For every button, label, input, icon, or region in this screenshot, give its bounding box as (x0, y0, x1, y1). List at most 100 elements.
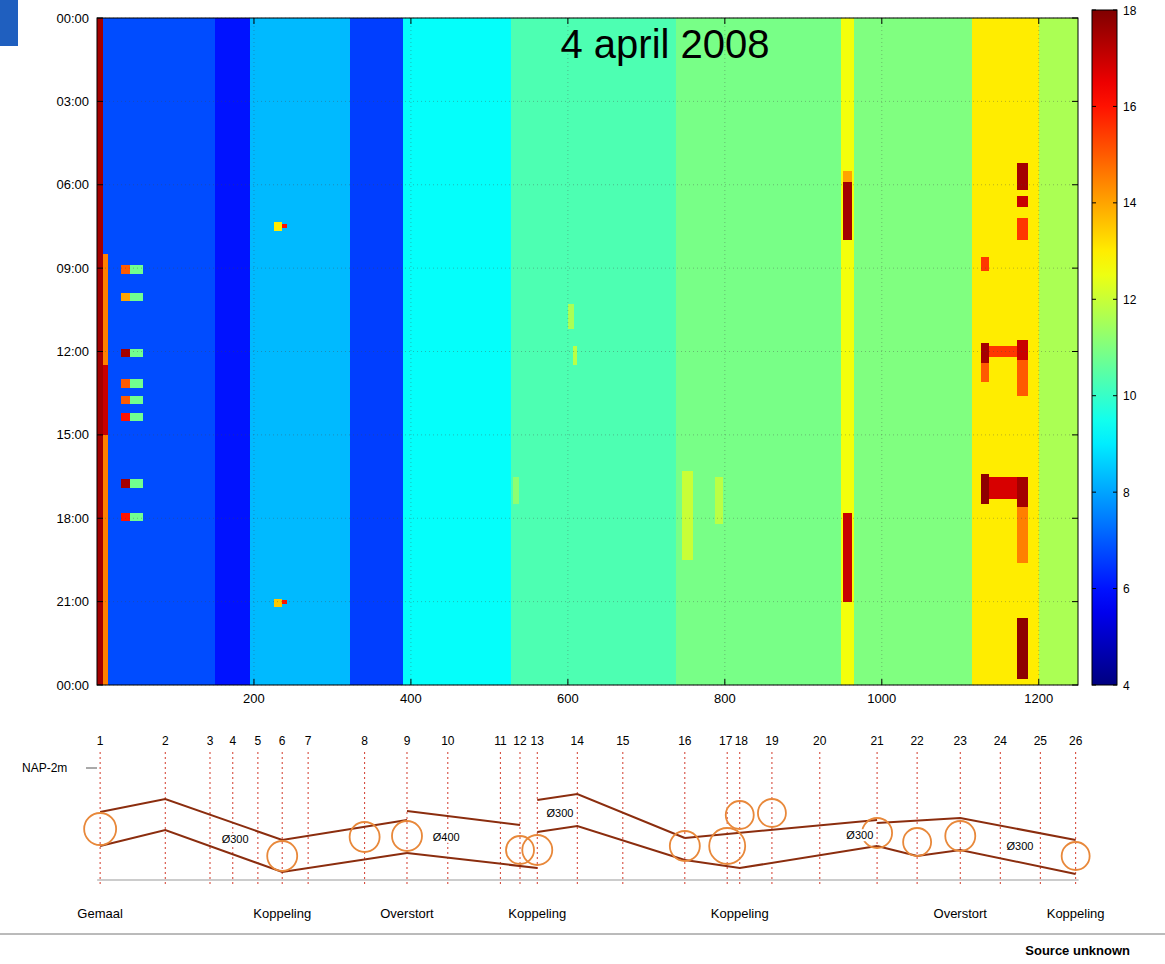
x-tick-label: 800 (714, 691, 736, 706)
station-line (406, 752, 407, 886)
heat-band (403, 18, 511, 685)
station-number: 6 (279, 734, 286, 748)
station-line (500, 752, 501, 886)
y-tick-right (1072, 268, 1078, 269)
grid-line-y (97, 601, 1078, 602)
grid-line-y (97, 101, 1078, 102)
station-number: 20 (813, 734, 827, 748)
y-tick (97, 18, 103, 19)
heat-band (103, 18, 214, 685)
pipe-label: Ø300 (1006, 840, 1033, 852)
heat-cell (121, 349, 130, 357)
station-number: 3 (207, 734, 214, 748)
page: 2004006008001000120000:0003:0006:0009:00… (0, 0, 1165, 964)
grid-line-y (97, 434, 1078, 435)
x-tick-label: 200 (243, 691, 265, 706)
station-number: 13 (531, 734, 545, 748)
y-tick-label: 15:00 (56, 427, 89, 442)
heat-cell (1017, 196, 1028, 207)
x-tick (881, 679, 882, 685)
x-tick-label: 1200 (1024, 691, 1053, 706)
y-tick (97, 101, 103, 102)
colorbar-tick (1092, 685, 1096, 686)
station-number: 14 (571, 734, 585, 748)
pipe-top (877, 818, 1076, 840)
station-number: 1 (97, 734, 104, 748)
station-number: 5 (255, 734, 262, 748)
colorbar-tick-right (1113, 202, 1117, 203)
location-label: Gemaal (77, 906, 123, 921)
header-tab (0, 0, 18, 46)
station-line (1075, 752, 1076, 886)
station-line (917, 752, 918, 886)
pipe-label-patch (845, 829, 874, 841)
heat-cell (121, 513, 130, 521)
manhole (945, 821, 975, 851)
heat-cell (1017, 340, 1028, 359)
y-tick-right (1072, 351, 1078, 352)
colorbar-tick-right (1113, 395, 1117, 396)
colorbar-tick-label: 18 (1123, 4, 1137, 18)
heat-cell (121, 396, 130, 404)
grid-line-y (97, 184, 1078, 185)
x-tick-top (1038, 18, 1039, 24)
colorbar-tick (1092, 10, 1096, 11)
station-number: 12 (513, 734, 527, 748)
heat-cell (130, 293, 143, 301)
source-note: Source unknown (1025, 943, 1130, 958)
x-tick-top (253, 18, 254, 24)
heat-cell (130, 265, 143, 273)
heat-cell (274, 222, 283, 230)
y-tick (97, 601, 103, 602)
colorbar: 4681012141618 (1092, 4, 1137, 693)
grid-line-y (97, 518, 1078, 519)
grid (97, 18, 1078, 685)
colorbar-tick-right (1113, 299, 1117, 300)
station-number: 10 (441, 734, 455, 748)
y-tick (97, 434, 103, 435)
location-label: Koppeling (253, 906, 311, 921)
y-tick-label: 21:00 (56, 594, 89, 609)
y-tick-right (1072, 601, 1078, 602)
manhole (506, 836, 534, 864)
colorbar-tick (1092, 106, 1096, 107)
station-number: 16 (678, 734, 692, 748)
heat-cell (282, 224, 287, 228)
heat-cell (1017, 477, 1028, 508)
colorbar-tick-label: 12 (1123, 293, 1137, 307)
pipe-label-patch (432, 831, 461, 843)
manhole (267, 841, 297, 871)
station-line (877, 752, 878, 886)
station-number: 19 (765, 734, 779, 748)
heatmap (97, 18, 1078, 685)
heat-cell (130, 379, 143, 387)
axes: 2004006008001000120000:0003:0006:0009:00… (56, 11, 1078, 707)
heat-band (250, 18, 350, 685)
pipe-bottom (537, 826, 685, 860)
station-line (257, 752, 258, 886)
pipe-top (537, 794, 685, 838)
heat-cell (981, 363, 990, 382)
y-tick-right (1072, 434, 1078, 435)
location-label: Koppeling (508, 906, 566, 921)
plot-frame (97, 18, 1078, 685)
manhole (1062, 842, 1090, 870)
pipe-label-patch (546, 807, 575, 819)
station-number: 17 (719, 734, 733, 748)
pipe-bottom (407, 853, 537, 868)
manhole (392, 821, 422, 851)
x-tick (1038, 679, 1039, 685)
station-line (819, 752, 820, 886)
grid-line-x (410, 18, 411, 685)
station-number: 26 (1069, 734, 1083, 748)
heat-cell (1017, 218, 1028, 240)
station-line (364, 752, 365, 886)
heat-cell (121, 379, 130, 387)
station-number: 8 (361, 734, 368, 748)
grid-line-y (97, 351, 1078, 352)
station-number: 4 (229, 734, 236, 748)
heat-cell (121, 413, 130, 421)
chart-title: 4 april 2008 (560, 22, 769, 66)
station-number: 2 (162, 734, 169, 748)
manhole (84, 813, 116, 845)
